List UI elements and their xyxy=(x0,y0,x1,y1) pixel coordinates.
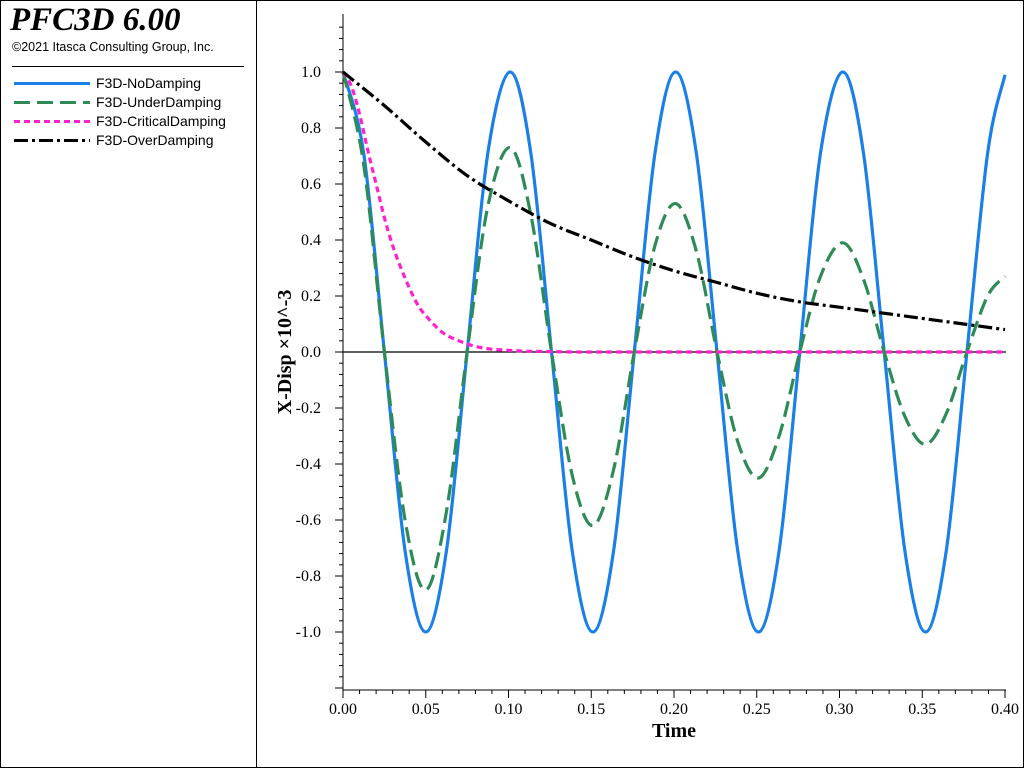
x-tick-label: 0.15 xyxy=(577,701,605,718)
series-line-over-damping xyxy=(341,70,1006,332)
legend: F3D-NoDamping F3D-UnderDamping F3D-Criti… xyxy=(12,74,252,150)
series-line-under-damping xyxy=(341,71,1007,592)
series-line-no-damping xyxy=(341,70,1007,634)
y-tick-label: -1.0 xyxy=(296,624,321,641)
panel-divider xyxy=(256,0,257,768)
legend-swatch-critical-damping xyxy=(14,120,90,123)
legend-swatch-no-damping xyxy=(14,82,90,85)
x-tick-label: 0.40 xyxy=(991,701,1019,718)
y-tick-label: -0.4 xyxy=(296,456,321,473)
y-tick-label: -0.8 xyxy=(296,568,321,585)
x-tick-label: 0.10 xyxy=(495,701,523,718)
x-tick-label: 0.30 xyxy=(826,701,854,718)
y-tick-label: -0.6 xyxy=(296,512,321,529)
legend-item-no-damping: F3D-NoDamping xyxy=(12,74,252,93)
y-axis-title: X-Disp ×10^-3 xyxy=(274,290,296,415)
y-tick-label: 0.0 xyxy=(301,344,321,361)
app-title: PFC3D 6.00 xyxy=(10,2,181,38)
copyright-text: ©2021 Itasca Consulting Group, Inc. xyxy=(12,40,214,54)
y-tick-label: -0.2 xyxy=(296,400,321,417)
y-tick-label: 0.4 xyxy=(301,232,321,249)
y-tick-label: 0.2 xyxy=(301,288,321,305)
legend-label: F3D-NoDamping xyxy=(96,75,202,91)
series-line-critical-damping xyxy=(341,71,1005,354)
legend-item-critical-damping: F3D-CriticalDamping xyxy=(12,112,252,131)
legend-item-under-damping: F3D-UnderDamping xyxy=(12,93,252,112)
x-tick-label: 0.00 xyxy=(329,701,357,718)
x-tick-label: 0.25 xyxy=(743,701,771,718)
x-axis-title: Time xyxy=(652,720,696,742)
legend-item-over-damping: F3D-OverDamping xyxy=(12,131,252,150)
y-tick-label: 0.6 xyxy=(301,176,321,193)
y-tick-label: 1.0 xyxy=(301,64,321,81)
legend-label: F3D-OverDamping xyxy=(96,132,214,148)
y-tick-label: 0.8 xyxy=(301,120,321,137)
x-tick-label: 0.05 xyxy=(412,701,440,718)
legend-label: F3D-UnderDamping xyxy=(96,94,222,110)
legend-swatch-under-damping xyxy=(14,101,90,104)
legend-swatch-over-damping xyxy=(14,139,90,142)
x-tick-label: 0.35 xyxy=(908,701,936,718)
legend-label: F3D-CriticalDamping xyxy=(96,113,226,129)
legend-separator xyxy=(12,66,244,67)
x-tick-label: 0.20 xyxy=(660,701,688,718)
